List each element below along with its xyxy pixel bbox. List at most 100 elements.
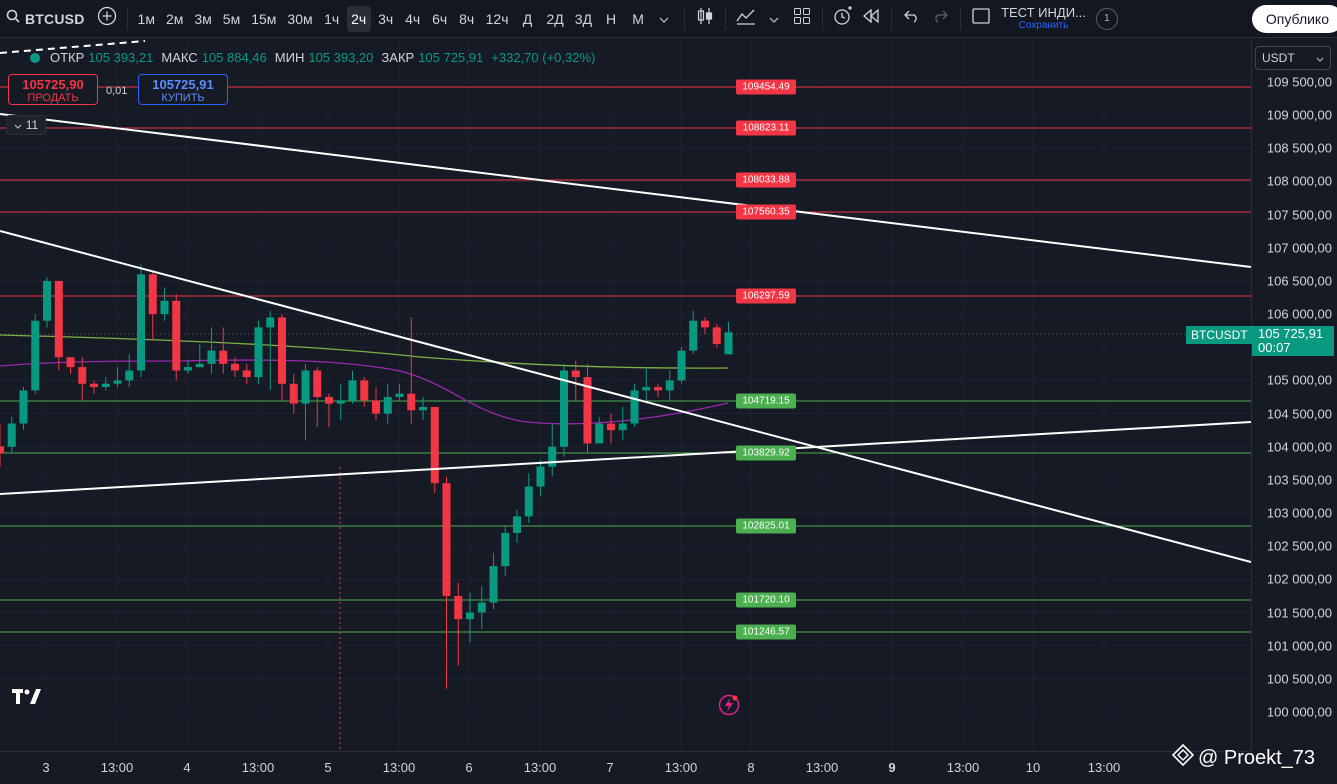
plus-circle-icon	[97, 6, 117, 31]
time-tick: 13:00	[1087, 760, 1121, 775]
candle-body	[348, 380, 357, 401]
candle-body	[642, 387, 651, 391]
candle-body	[0, 446, 4, 454]
indicators-chart-icon	[735, 6, 757, 31]
save-link[interactable]: Сохранить	[1018, 20, 1069, 32]
candle-body	[195, 363, 204, 368]
undo-button[interactable]	[898, 5, 926, 33]
tradingview-logo[interactable]	[12, 689, 42, 710]
compare-add-button[interactable]	[93, 5, 121, 33]
interval-button[interactable]: 3ч	[378, 10, 394, 27]
candle-body	[266, 317, 275, 328]
candle-body	[43, 280, 51, 321]
interval-button[interactable]: 12ч	[485, 10, 509, 27]
slow-moving-average-line	[0, 334, 729, 369]
candles-style-button[interactable]	[691, 5, 719, 33]
interval-button[interactable]: Д	[522, 10, 533, 27]
price-tick: 103 000,00	[1266, 505, 1332, 521]
watermark-text: @ Proekt_73	[1198, 746, 1316, 769]
resistance-level-label[interactable]: 106297.59	[736, 288, 796, 304]
rewind-icon	[862, 8, 880, 28]
lightning-icon[interactable]	[718, 694, 740, 721]
currency-label: USDT	[1262, 51, 1295, 65]
chevron-down-icon	[769, 10, 779, 28]
interval-button[interactable]: 4ч	[405, 10, 421, 27]
interval-button[interactable]: 2м	[165, 10, 184, 27]
time-tick: 13:00	[664, 760, 698, 775]
sell-button[interactable]: 105725,90 ПРОДАТЬ	[8, 74, 98, 105]
resistance-level-label[interactable]: 108823.11	[736, 120, 796, 136]
interval-button[interactable]: 6ч	[432, 10, 448, 27]
interval-dropdown-button[interactable]	[650, 5, 678, 33]
candle-body	[160, 300, 169, 315]
layout-button[interactable]	[967, 5, 995, 33]
interval-button[interactable]: 5м	[222, 10, 241, 27]
chevron-down-icon	[1316, 51, 1324, 65]
candle-body	[654, 387, 662, 391]
trendline-descending	[0, 230, 1251, 563]
currency-selector[interactable]: USDT	[1255, 46, 1331, 70]
resistance-level-label[interactable]: 107560.35	[736, 204, 796, 220]
indicator-template-selector[interactable]: ТЕСТ ИНДИ... Сохранить	[1001, 5, 1086, 32]
interval-button[interactable]: 3м	[194, 10, 212, 27]
alert-button[interactable]	[829, 5, 857, 33]
time-scale[interactable]: 3 13:00 4 13:00 5 13:00 6 13:00 7 13:00 8 13:00 9 13:…	[0, 751, 1251, 784]
chart-pane[interactable]	[0, 39, 1337, 751]
grid-icon	[793, 7, 811, 30]
support-level-label[interactable]: 101720.10	[736, 592, 796, 608]
candle-body	[689, 320, 698, 351]
price-tick: 109 500,00	[1266, 74, 1332, 90]
candle-body	[242, 370, 251, 378]
toolbar-divider	[891, 7, 893, 30]
resistance-level-label[interactable]: 109454.49	[736, 79, 796, 95]
candle-body	[78, 367, 87, 384]
support-level-label[interactable]: 101246.57	[736, 624, 796, 640]
redo-icon	[932, 9, 948, 28]
trendline-upper	[0, 113, 1251, 268]
buy-button[interactable]: 105725,91 КУПИТЬ	[138, 74, 228, 105]
undo-icon	[904, 9, 920, 28]
templates-button[interactable]	[788, 5, 816, 33]
indicators-collapse-toggle[interactable]: 11	[6, 115, 46, 135]
time-tick: 3	[42, 760, 50, 775]
price-tick: 109 000,00	[1266, 107, 1332, 123]
time-tick: 13:00	[523, 760, 557, 775]
price-scale[interactable]: 109 500,00 109 000,00 108 500,00 108 000,00…	[1251, 39, 1337, 751]
interval-button[interactable]: 8ч	[459, 10, 475, 27]
support-level-label[interactable]: 102825.01	[736, 518, 796, 534]
interval-button[interactable]: 3Д	[574, 10, 593, 27]
interval-button[interactable]: 1ч	[324, 10, 340, 27]
resistance-level-label[interactable]: 108033.88	[736, 172, 796, 188]
interval-button[interactable]: 2ч	[346, 5, 371, 32]
price-tick: 100 500,00	[1266, 671, 1332, 687]
close-value: 105 725,91	[418, 50, 484, 65]
interval-button[interactable]: 2Д	[546, 10, 564, 27]
time-tick: 13:00	[241, 760, 275, 775]
toolbar-divider	[684, 7, 686, 30]
symbol-search[interactable]: BTCUSD	[0, 0, 93, 38]
candle-body	[137, 274, 145, 371]
indicators-dropdown-button[interactable]	[760, 5, 788, 33]
chart-canvas[interactable]	[0, 39, 1251, 751]
trendline-dashed	[0, 40, 146, 54]
candle-body	[442, 483, 451, 596]
low-value: 105 393,20	[308, 50, 374, 65]
support-level-label[interactable]: 104719.15	[736, 393, 796, 409]
interval-button[interactable]: М	[632, 10, 644, 27]
interval-button[interactable]: 30м	[287, 10, 313, 27]
interval-button[interactable]: Н	[606, 10, 617, 27]
indicators-button[interactable]	[732, 5, 760, 33]
interval-button[interactable]: 15м	[251, 10, 277, 27]
change-value: +332,70 (+0,32%)	[491, 50, 596, 65]
price-tick: 100 000,00	[1266, 704, 1332, 720]
time-tick: 13:00	[382, 760, 416, 775]
time-tick: 13:00	[805, 760, 839, 775]
notification-badge[interactable]: 1	[1095, 7, 1118, 30]
publish-button[interactable]: Опублико	[1251, 5, 1337, 33]
candle-body	[372, 400, 380, 414]
replay-button[interactable]	[857, 5, 885, 33]
support-level-label[interactable]: 103829.92	[736, 445, 796, 461]
interval-button[interactable]: 1м	[137, 10, 155, 27]
price-tick: 107 500,00	[1266, 207, 1332, 223]
redo-button[interactable]	[926, 5, 954, 33]
